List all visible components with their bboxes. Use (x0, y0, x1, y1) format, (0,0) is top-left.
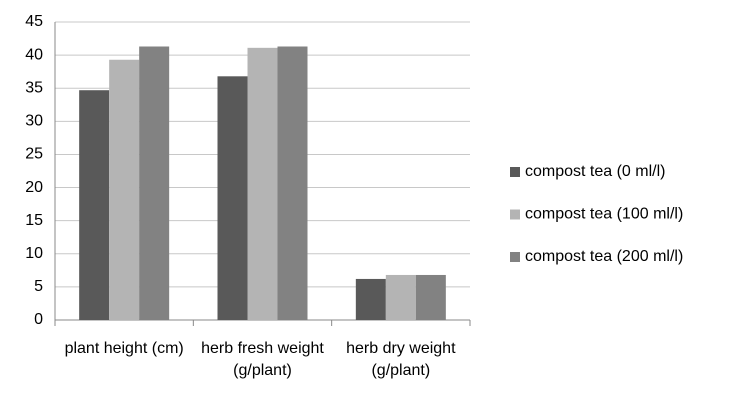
legend-label: compost tea (100 ml/l) (525, 206, 683, 223)
x-tick-label-box: plant height (cm) (64, 340, 184, 357)
y-tick-label: 5 (34, 278, 43, 295)
bar (109, 59, 140, 320)
legend-swatch (510, 252, 520, 262)
y-tick-label: 35 (25, 79, 43, 96)
y-tick-label: 45 (25, 13, 43, 30)
bar (79, 90, 110, 320)
x-tick-label: plant height (cm) (64, 340, 184, 357)
bar (139, 46, 170, 320)
legend-swatch (510, 167, 520, 177)
x-tick-label-box: herb fresh weight (g/plant) (201, 340, 324, 379)
x-tick-label: herb dry weight (g/plant) (346, 340, 456, 379)
y-tick-label: 40 (25, 46, 43, 63)
y-tick-label: 30 (25, 113, 43, 130)
y-tick-label: 0 (34, 311, 43, 328)
bar (385, 274, 416, 320)
y-tick-label: 10 (25, 245, 43, 262)
bar (247, 47, 278, 321)
y-tick-label: 20 (25, 179, 43, 196)
bar (217, 76, 248, 321)
bar (355, 278, 386, 320)
legend-swatch (510, 209, 520, 220)
x-tick-label: herb fresh weight (g/plant) (201, 340, 324, 379)
bar (415, 274, 446, 320)
x-tick-label-box: herb dry weight (g/plant) (346, 340, 456, 379)
bar (277, 46, 308, 320)
y-tick-label: 25 (25, 146, 43, 163)
legend-label: compost tea (0 ml/l) (525, 163, 665, 180)
y-tick-label: 15 (25, 212, 43, 229)
legend-label: compost tea (200 ml/l) (525, 248, 683, 265)
